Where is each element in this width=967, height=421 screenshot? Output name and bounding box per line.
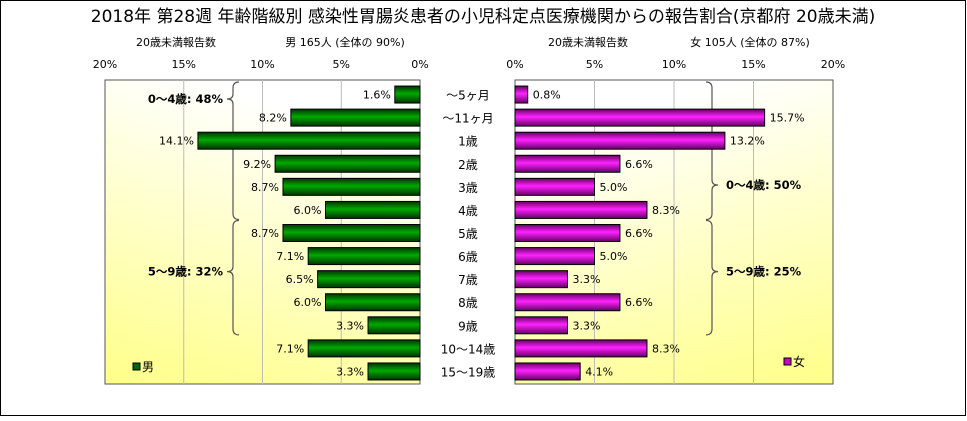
male-data-label: 7.1%	[276, 250, 304, 263]
male-data-label: 8.2%	[259, 112, 287, 125]
male-bar	[197, 131, 421, 150]
female-group-label: 5～9歳: 25%	[726, 265, 802, 279]
female-data-label: 8.3%	[652, 204, 680, 217]
chart-title: 2018年 第28週 年齢階級別 感染性胃腸炎患者の小児科定点医療機関からの報告…	[91, 7, 875, 27]
female-data-label: 4.1%	[585, 365, 613, 378]
category-label: 6歳	[458, 250, 478, 264]
male-bar	[282, 224, 421, 242]
male-tick-label: 5%	[333, 58, 350, 71]
female-data-label: 3.3%	[572, 319, 600, 332]
female-bar	[514, 339, 648, 358]
category-label: ～11ヶ月	[442, 112, 493, 126]
category-label: 7歳	[458, 273, 478, 287]
category-label: 10～14歳	[441, 342, 496, 356]
female-tick-label: 20%	[821, 58, 845, 71]
female-data-label: 6.6%	[625, 296, 653, 309]
female-data-label: 6.6%	[625, 227, 653, 240]
female-bar	[514, 270, 568, 289]
male-bar	[325, 293, 421, 312]
male-data-label: 1.6%	[363, 89, 391, 102]
category-label: 5歳	[458, 227, 478, 241]
male-legend-swatch	[132, 362, 141, 371]
male-data-label: 14.1%	[159, 135, 194, 148]
female-legend-swatch	[783, 357, 792, 366]
male-data-label: 8.7%	[251, 227, 279, 240]
female-data-label: 13.2%	[730, 135, 765, 148]
female-data-label: 8.3%	[652, 342, 680, 355]
female-group-bracket	[705, 219, 719, 336]
male-bar	[282, 177, 421, 196]
category-label: 15～19歳	[441, 365, 496, 379]
male-bar	[290, 108, 421, 127]
male-tick-label: 10%	[250, 58, 274, 71]
female-data-label: 3.3%	[572, 273, 600, 286]
female-bar	[514, 362, 581, 381]
male-data-label: 6.0%	[294, 204, 322, 217]
male-bar	[274, 154, 421, 173]
male-legend-label: 男	[142, 360, 154, 374]
female-group-bracket	[705, 81, 719, 221]
male-tick-label: 0%	[411, 58, 428, 71]
female-bar	[514, 154, 621, 173]
female-data-label: 5.0%	[600, 181, 628, 194]
female-bar	[514, 108, 766, 127]
female-bar	[514, 85, 529, 104]
male-bar	[367, 316, 421, 335]
category-label: ～5ヶ月	[446, 89, 490, 103]
male-group-label: 0～4歳: 48%	[148, 92, 224, 106]
female-group-label: 0～4歳: 50%	[726, 178, 802, 192]
female-bar	[514, 316, 568, 335]
female-bar	[514, 224, 621, 242]
female-data-label: 0.8%	[533, 89, 561, 102]
female-data-label: 5.0%	[600, 250, 628, 263]
female-bar	[514, 200, 648, 219]
male-data-label: 3.3%	[336, 319, 364, 332]
category-label: 8歳	[458, 296, 478, 310]
male-bar	[367, 362, 421, 381]
female-tick-label: 15%	[741, 58, 765, 71]
male-bar	[307, 247, 421, 266]
category-label: 9歳	[458, 319, 478, 333]
male-bar	[317, 270, 421, 289]
male-group-bracket	[226, 81, 240, 221]
female-subtitle-label: 20歳未満報告数	[548, 36, 628, 49]
category-label: 4歳	[458, 204, 478, 218]
category-label: 2歳	[458, 158, 478, 172]
female-tick-label: 5%	[586, 58, 603, 71]
male-data-label: 3.3%	[336, 365, 364, 378]
female-tick-label: 10%	[662, 58, 686, 71]
female-legend-label: 女	[793, 354, 805, 369]
female-summary: 女 105人 (全体の 87%)	[690, 35, 810, 49]
male-data-label: 6.5%	[286, 273, 314, 286]
male-group-bracket	[226, 219, 240, 336]
female-bar	[514, 247, 595, 266]
male-subtitle-label: 20歳未満報告数	[136, 36, 216, 49]
category-label: 1歳	[458, 135, 478, 149]
female-data-label: 15.7%	[770, 112, 805, 125]
male-data-label: 8.7%	[251, 181, 279, 194]
male-summary: 男 165人 (全体の 90%)	[285, 35, 405, 49]
male-bar	[325, 200, 421, 219]
male-data-label: 7.1%	[276, 342, 304, 355]
male-group-label: 5～9歳: 32%	[148, 265, 224, 279]
female-bar	[514, 131, 726, 150]
female-bar	[514, 177, 595, 196]
male-bar	[394, 85, 421, 104]
female-data-label: 6.6%	[625, 158, 653, 171]
female-bar	[514, 293, 621, 312]
male-tick-label: 20%	[93, 58, 117, 71]
category-label: 3歳	[458, 181, 478, 195]
female-tick-label: 0%	[506, 58, 523, 71]
male-data-label: 9.2%	[243, 158, 271, 171]
male-tick-label: 15%	[172, 58, 196, 71]
male-data-label: 6.0%	[294, 296, 322, 309]
male-bar	[307, 339, 421, 358]
